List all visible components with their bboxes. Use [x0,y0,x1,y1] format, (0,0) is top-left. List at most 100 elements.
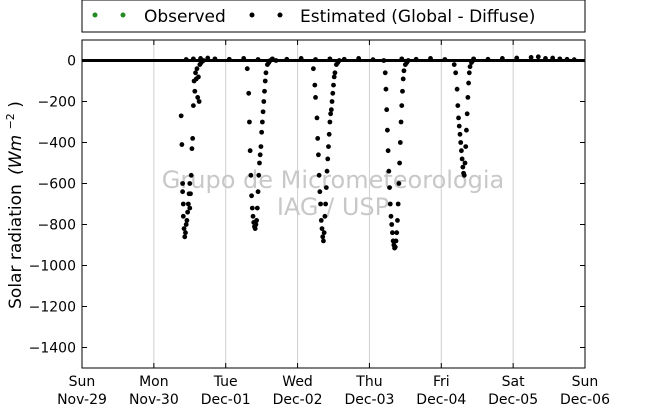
data-point-estimated [459,156,465,162]
data-point-estimated [298,56,304,61]
data-point-estimated [183,230,188,236]
data-point-estimated [196,99,202,104]
data-point-estimated [321,238,326,244]
data-point-estimated [428,56,433,61]
data-point-estimated [400,88,405,94]
data-point-estimated [457,131,463,137]
data-point-estimated [331,74,337,80]
legend: Observed Estimated (Global - Diffuse) [81,0,586,33]
legend-observed-marker [92,12,98,18]
data-point-estimated [459,148,464,154]
data-point-estimated [190,56,196,62]
data-point-estimated [316,172,322,178]
data-point-estimated [327,119,333,125]
data-point-estimated [248,172,254,178]
grid-lines [153,40,514,368]
y-tick-label: −200 [38,95,76,111]
data-point-estimated [395,201,401,207]
data-point-estimated [188,172,194,178]
data-point-estimated [262,78,268,84]
data-point-estimated [383,86,389,92]
data-point-estimated [397,140,403,145]
watermark-line-1: Grupo de Micrometeorologia [162,166,504,194]
data-point-estimated [528,55,534,60]
plot-frame [81,39,586,369]
data-point-estimated [254,205,260,211]
data-point-estimated [318,218,324,223]
data-point-estimated [270,56,275,62]
data-point-estimated [332,70,338,76]
data-point-estimated [254,218,260,223]
data-point-estimated [178,113,184,119]
data-point-estimated [405,58,411,63]
data-point-estimated [398,119,404,125]
data-point-estimated [327,56,333,62]
data-point-estimated [180,189,186,195]
y-axis-label: Solar radiation (Wm −2 ) [0,101,26,309]
x-tick-label-date: Dec-06 [560,392,610,408]
data-point-estimated [180,201,186,207]
y-tick-label: −1000 [29,259,76,275]
data-point-estimated [455,103,461,108]
x-tick-label-day: Sun [572,374,599,390]
x-tick-label-date: Dec-03 [344,392,394,408]
x-tick-label-date: Dec-05 [488,392,538,408]
y-axis-label-close: ) [6,101,26,108]
data-point-estimated [394,230,400,236]
data-point-estimated [182,234,188,240]
data-point-estimated [370,57,376,63]
data-point-estimated [249,205,255,211]
data-point-estimated [462,160,468,166]
x-tick-label-date: Nov-30 [129,392,179,408]
legend-estimated-marker [249,12,255,18]
data-point-estimated [397,160,403,166]
x-tick-label-date: Dec-02 [273,392,323,408]
data-point-estimated [341,56,347,62]
x-tick-label-day: Thu [355,374,382,390]
data-point-estimated [185,201,191,207]
data-point-estimated [273,58,279,63]
data-point-estimated [257,160,262,166]
data-point-estimated [456,123,462,129]
data-point-estimated [535,54,541,60]
data-point-estimated [192,88,198,94]
data-point-estimated [262,88,267,94]
data-point-estimated [256,172,262,178]
data-point-estimated [399,56,405,62]
data-point-estimated [514,55,520,61]
data-point-estimated [543,56,548,61]
data-point-estimated [314,115,320,121]
legend-estimated-label: Estimated (Global - Diffuse) [300,7,535,27]
watermark: Grupo de Micrometeorologia IAG / USP [162,166,504,221]
data-point-estimated [252,226,258,232]
data-point-estimated [325,156,331,162]
y-tick-label: −400 [38,136,76,152]
data-point-estimated [189,146,195,152]
data-point-estimated [318,201,323,207]
data-point-estimated [315,136,321,141]
data-point-estimated [195,95,201,100]
y-tick-label: −800 [38,218,76,234]
data-point-estimated [185,209,191,215]
data-point-estimated [467,64,473,70]
data-point-estimated [324,168,330,174]
data-point-estimated [460,164,466,170]
data-point-estimated [255,57,261,62]
data-point-estimated [246,90,252,96]
data-point-estimated [387,185,392,191]
y-tick-label: 0 [67,54,76,70]
data-point-estimated [322,213,328,219]
data-point-estimated [247,148,253,154]
data-point-estimated [400,76,406,82]
x-tick-label-date: Dec-01 [201,392,251,408]
data-point-estimated [453,70,459,76]
data-point-estimated [193,70,198,76]
data-point-estimated [258,144,264,150]
data-point-estimated [382,70,388,76]
data-point-estimated [317,189,323,195]
data-point-estimated [313,57,318,62]
data-point-estimated [260,109,266,115]
data-point-estimated [247,119,252,125]
data-point-estimated [564,56,570,62]
data-point-estimated [499,56,505,61]
